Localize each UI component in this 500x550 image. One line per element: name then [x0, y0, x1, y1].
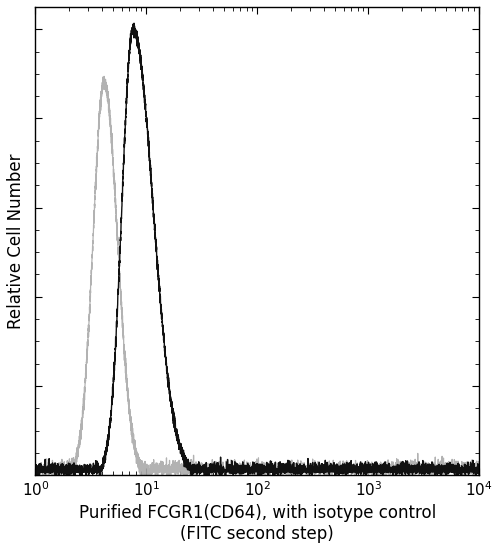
X-axis label: Purified FCGR1(CD64), with isotype control
(FITC second step): Purified FCGR1(CD64), with isotype contr…	[78, 504, 436, 543]
Y-axis label: Relative Cell Number: Relative Cell Number	[7, 153, 25, 329]
